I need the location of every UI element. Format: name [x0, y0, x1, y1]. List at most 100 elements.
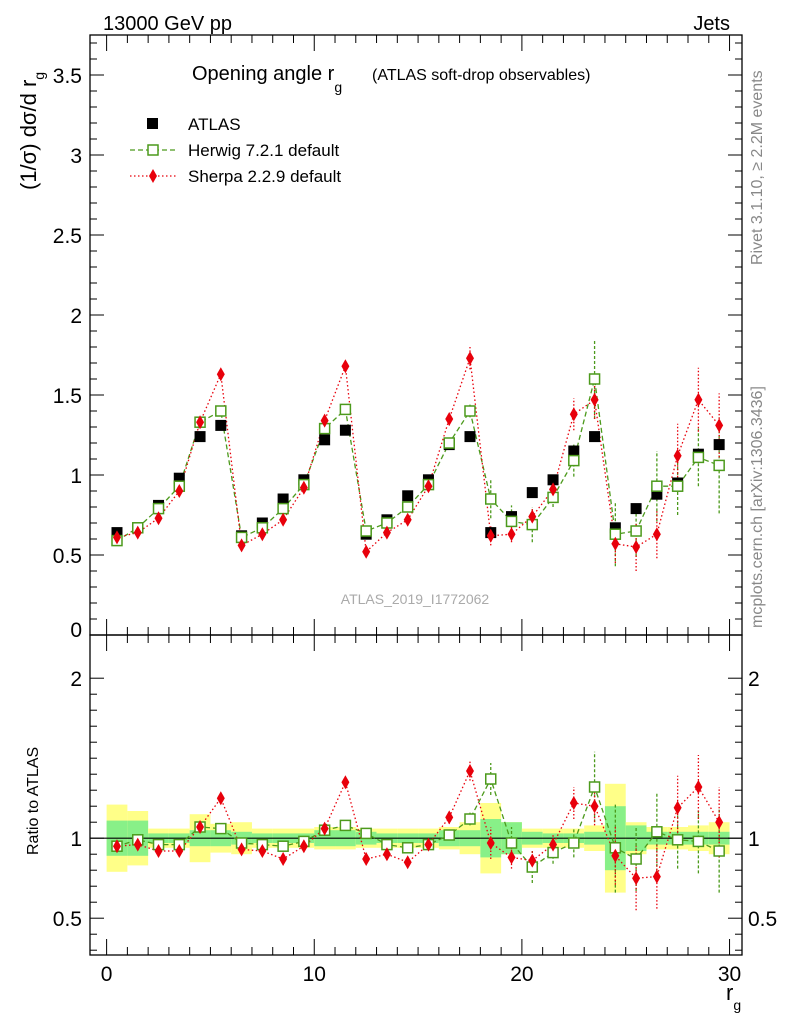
sherpa-ratio-point	[694, 780, 703, 794]
sherpa-point	[528, 509, 537, 524]
atlas-point	[713, 439, 725, 451]
ratio-y-tick-label-left: 0.5	[53, 908, 82, 931]
plot-title: Opening angle rg	[192, 63, 342, 95]
ratio-y-tick-label-left: 1	[70, 828, 82, 851]
x-axis-label: rg	[726, 980, 741, 1013]
ratio-y-tick-label-right: 1	[748, 828, 760, 851]
sherpa-point	[299, 480, 308, 495]
ratio-y-tick-label-left: 2	[70, 668, 82, 691]
sherpa-point	[486, 528, 495, 543]
sherpa-point	[196, 415, 205, 430]
sherpa-point	[507, 527, 516, 542]
sherpa-ratio-point	[154, 844, 163, 858]
atlas-point	[339, 424, 351, 436]
side-label-rivet: Rivet 3.1.10, ≥ 2.2M events	[749, 70, 766, 265]
sherpa-point	[424, 479, 433, 494]
sherpa-ratio-point	[465, 764, 474, 778]
main-y-tick-label: 2.5	[53, 225, 82, 248]
herwig-ratio-point	[443, 829, 455, 841]
ratio-y-axis-label: Ratio to ATLAS	[25, 747, 42, 855]
sherpa-point	[382, 525, 391, 540]
ratio-panel-frame	[89, 634, 743, 956]
legend-atlas-marker	[147, 118, 158, 129]
sherpa-ratio-point	[341, 775, 350, 790]
herwig-ratio-point	[464, 813, 476, 825]
sherpa-ratio-point	[507, 850, 516, 865]
sherpa-ratio-point	[652, 869, 661, 884]
sherpa-ratio-point	[382, 847, 391, 862]
sherpa-ratio-line	[116, 769, 720, 879]
herwig-ratio-point	[505, 837, 518, 849]
atlas-point	[630, 503, 642, 515]
legend-sherpa-marker	[149, 169, 157, 183]
atlas-point	[609, 522, 621, 534]
herwig-point	[360, 525, 372, 537]
atlas-point	[173, 472, 185, 484]
herwig-point	[651, 480, 663, 492]
main-y-tick-label: 3.5	[53, 65, 82, 88]
sherpa-ratio-point	[216, 791, 225, 806]
sherpa-point	[237, 538, 246, 553]
sherpa-point	[320, 413, 329, 428]
legend-sherpa-label: Sherpa 2.2.9 default	[188, 167, 341, 186]
herwig-ratio-point	[215, 822, 227, 835]
sherpa-point	[632, 540, 641, 554]
herwig-point	[339, 403, 352, 416]
axis-ticks: 0.5 1 1.5 2 2.5 3 3.5 0 0 10 20 30 0.5 0.5 1 1 2 2	[53, 35, 777, 986]
sherpa-line	[116, 357, 720, 554]
herwig-ratio-point	[360, 827, 372, 840]
herwig-point	[630, 525, 642, 537]
sherpa-ratio-point	[424, 837, 433, 852]
main-y-axis-label-sub: g	[31, 72, 47, 80]
sherpa-ratio-point	[528, 853, 537, 868]
sherpa-ratio-point	[673, 800, 682, 815]
ratio-panel-data	[111, 751, 725, 911]
sherpa-ratio-point	[403, 855, 412, 870]
sherpa-ratio-point	[590, 799, 599, 814]
herwig-point	[401, 501, 414, 513]
x-tick-label: 0	[101, 963, 113, 986]
sherpa-ratio-point	[320, 821, 329, 836]
herwig-ratio-point	[651, 826, 663, 838]
x-tick-label: 30	[718, 963, 741, 986]
main-y-tick-label: 1	[70, 465, 82, 488]
sherpa-point	[673, 448, 682, 463]
x-axis-label-sub: g	[733, 997, 741, 1013]
sherpa-point	[258, 527, 267, 542]
sherpa-point	[341, 359, 350, 374]
sherpa-point	[652, 527, 661, 542]
herwig-ratio-point	[568, 837, 580, 849]
sherpa-ratio-point	[279, 852, 288, 866]
sherpa-ratio-point	[299, 839, 308, 854]
atlas-point	[215, 419, 227, 431]
main-panel-data	[111, 339, 725, 571]
legend-atlas-label: ATLAS	[188, 115, 241, 134]
sherpa-ratio-point	[445, 810, 454, 825]
main-y-tick-label: 2	[70, 305, 82, 328]
sherpa-ratio-point	[362, 852, 371, 866]
sherpa-ratio-point	[175, 844, 184, 858]
sherpa-ratio-point	[632, 871, 641, 886]
sherpa-ratio-point	[258, 844, 267, 858]
atlas-point	[568, 445, 580, 457]
atlas-point	[464, 431, 476, 443]
sherpa-point	[590, 392, 599, 407]
atlas-point	[547, 474, 559, 486]
sherpa-ratio-point	[237, 842, 246, 857]
sherpa-point	[715, 418, 724, 433]
herwig-ratio-point	[401, 842, 414, 854]
atlas-point	[526, 487, 538, 499]
ratio-y-tick-label-right: 0.5	[748, 908, 777, 931]
header-left: 13000 GeV pp	[103, 13, 232, 35]
atlas-point	[194, 431, 206, 443]
sherpa-point	[549, 482, 558, 497]
herwig-point	[588, 373, 601, 385]
atlas-point	[402, 490, 414, 502]
sherpa-point	[403, 512, 412, 527]
herwig-point	[692, 451, 705, 464]
panel-frames	[89, 34, 743, 956]
legend: ATLAS Herwig 7.2.1 default Sherpa 2.2.9 …	[130, 115, 341, 186]
herwig-point	[443, 437, 455, 449]
sherpa-point	[154, 511, 163, 526]
